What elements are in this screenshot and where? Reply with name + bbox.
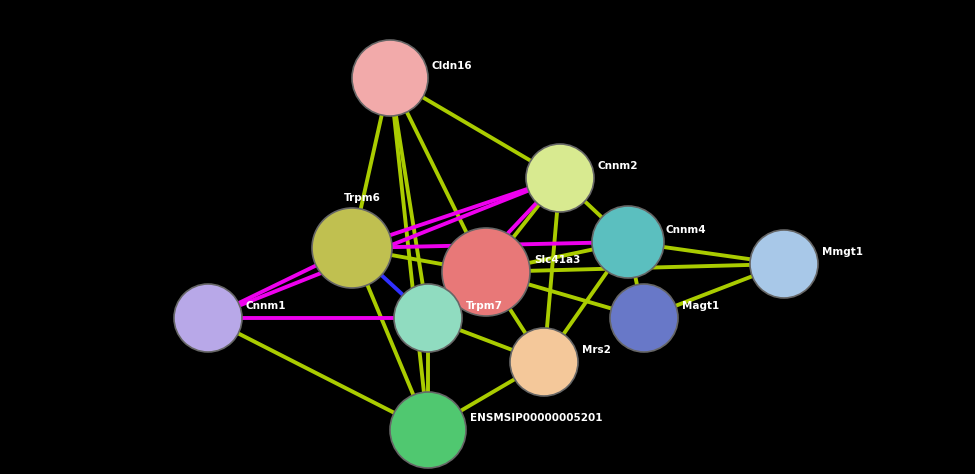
Text: Trpm7: Trpm7 bbox=[466, 301, 503, 311]
Circle shape bbox=[352, 40, 428, 116]
Circle shape bbox=[510, 328, 578, 396]
Circle shape bbox=[390, 392, 466, 468]
Text: ENSMSIP00000005201: ENSMSIP00000005201 bbox=[470, 413, 603, 423]
Text: Cnnm1: Cnnm1 bbox=[246, 301, 287, 311]
Text: Mmgt1: Mmgt1 bbox=[822, 247, 863, 257]
Circle shape bbox=[312, 208, 392, 288]
Circle shape bbox=[750, 230, 818, 298]
Text: Cnnm4: Cnnm4 bbox=[666, 225, 707, 235]
Text: Trpm6: Trpm6 bbox=[344, 193, 381, 203]
Text: Mrs2: Mrs2 bbox=[582, 345, 611, 355]
Circle shape bbox=[442, 228, 530, 316]
Circle shape bbox=[394, 284, 462, 352]
Circle shape bbox=[174, 284, 242, 352]
Text: Slc41a3: Slc41a3 bbox=[534, 255, 580, 265]
Text: Cldn16: Cldn16 bbox=[432, 61, 473, 71]
Text: Cnnm2: Cnnm2 bbox=[598, 161, 639, 171]
Circle shape bbox=[610, 284, 678, 352]
Text: Magt1: Magt1 bbox=[682, 301, 720, 311]
Circle shape bbox=[526, 144, 594, 212]
Circle shape bbox=[592, 206, 664, 278]
